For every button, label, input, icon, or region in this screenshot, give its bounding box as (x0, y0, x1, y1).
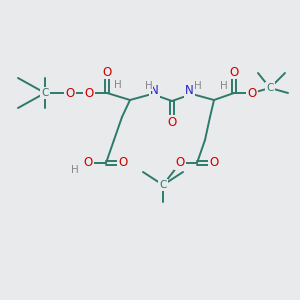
Text: H: H (145, 81, 152, 91)
Text: O: O (65, 86, 75, 100)
Text: H: H (114, 80, 122, 90)
Text: O: O (248, 86, 256, 100)
Text: O: O (230, 65, 238, 79)
Text: O: O (83, 157, 93, 169)
Text: H: H (194, 81, 201, 91)
Text: O: O (209, 157, 219, 169)
Text: O: O (118, 157, 127, 169)
Text: C: C (159, 180, 167, 190)
Text: C: C (41, 88, 49, 98)
Text: H: H (71, 165, 79, 175)
Text: C: C (266, 83, 274, 93)
Text: N: N (150, 84, 159, 97)
Text: O: O (102, 65, 112, 79)
Text: O: O (84, 86, 94, 100)
Text: H: H (220, 81, 228, 91)
Text: O: O (167, 116, 177, 128)
Text: N: N (185, 84, 194, 97)
Text: O: O (176, 157, 184, 169)
